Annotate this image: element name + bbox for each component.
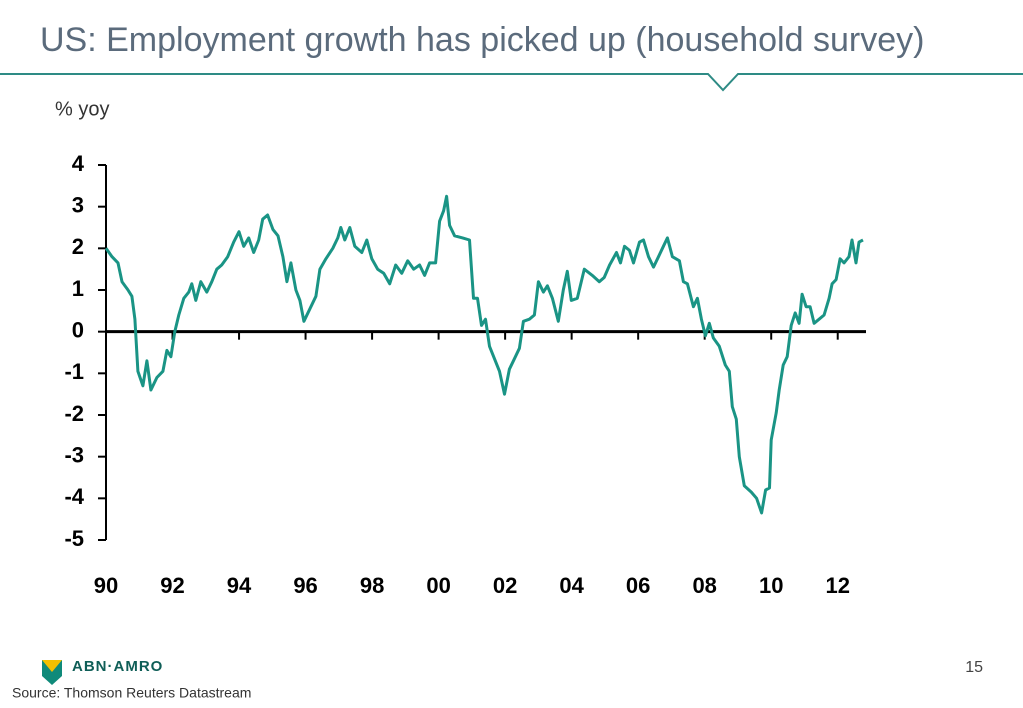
x-tick-label: 10 <box>759 573 783 598</box>
page-number: 15 <box>965 659 983 676</box>
source-note: Source: Thomson Reuters Datastream <box>12 685 251 701</box>
chart-title: US: Employment growth has picked up (hou… <box>40 21 924 59</box>
logo-shield-top <box>42 660 62 672</box>
x-tick-label: 08 <box>692 573 716 598</box>
y-tick-label: -2 <box>64 401 84 426</box>
x-tick-label: 04 <box>559 573 584 598</box>
title-rule <box>0 73 1023 92</box>
logo: ABN·AMRO <box>42 658 163 685</box>
y-tick-label: 0 <box>72 317 84 342</box>
x-tick-label: 96 <box>293 573 317 598</box>
x-tick-label: 12 <box>825 573 849 598</box>
y-tick-label: -3 <box>64 442 84 467</box>
x-tick-label: 98 <box>360 573 384 598</box>
x-tick-label: 02 <box>493 573 517 598</box>
y-axis-label: % yoy <box>55 98 109 120</box>
y-tick-label: 1 <box>72 276 84 301</box>
x-tick-label: 00 <box>426 573 450 598</box>
y-tick-label: 3 <box>72 192 84 217</box>
x-tick-label: 92 <box>160 573 184 598</box>
y-tick-label: 2 <box>72 234 84 259</box>
data-line <box>104 194 864 515</box>
y-tick-label: 4 <box>72 151 85 176</box>
y-tick-label: -1 <box>64 359 84 384</box>
x-tick-label: 90 <box>94 573 118 598</box>
y-tick-label: -5 <box>64 526 84 551</box>
logo-text: ABN·AMRO <box>72 658 163 675</box>
y-tick-label: -4 <box>64 484 84 509</box>
x-tick-label: 94 <box>227 573 252 598</box>
x-tick-label: 06 <box>626 573 650 598</box>
logo-shield <box>42 660 62 685</box>
